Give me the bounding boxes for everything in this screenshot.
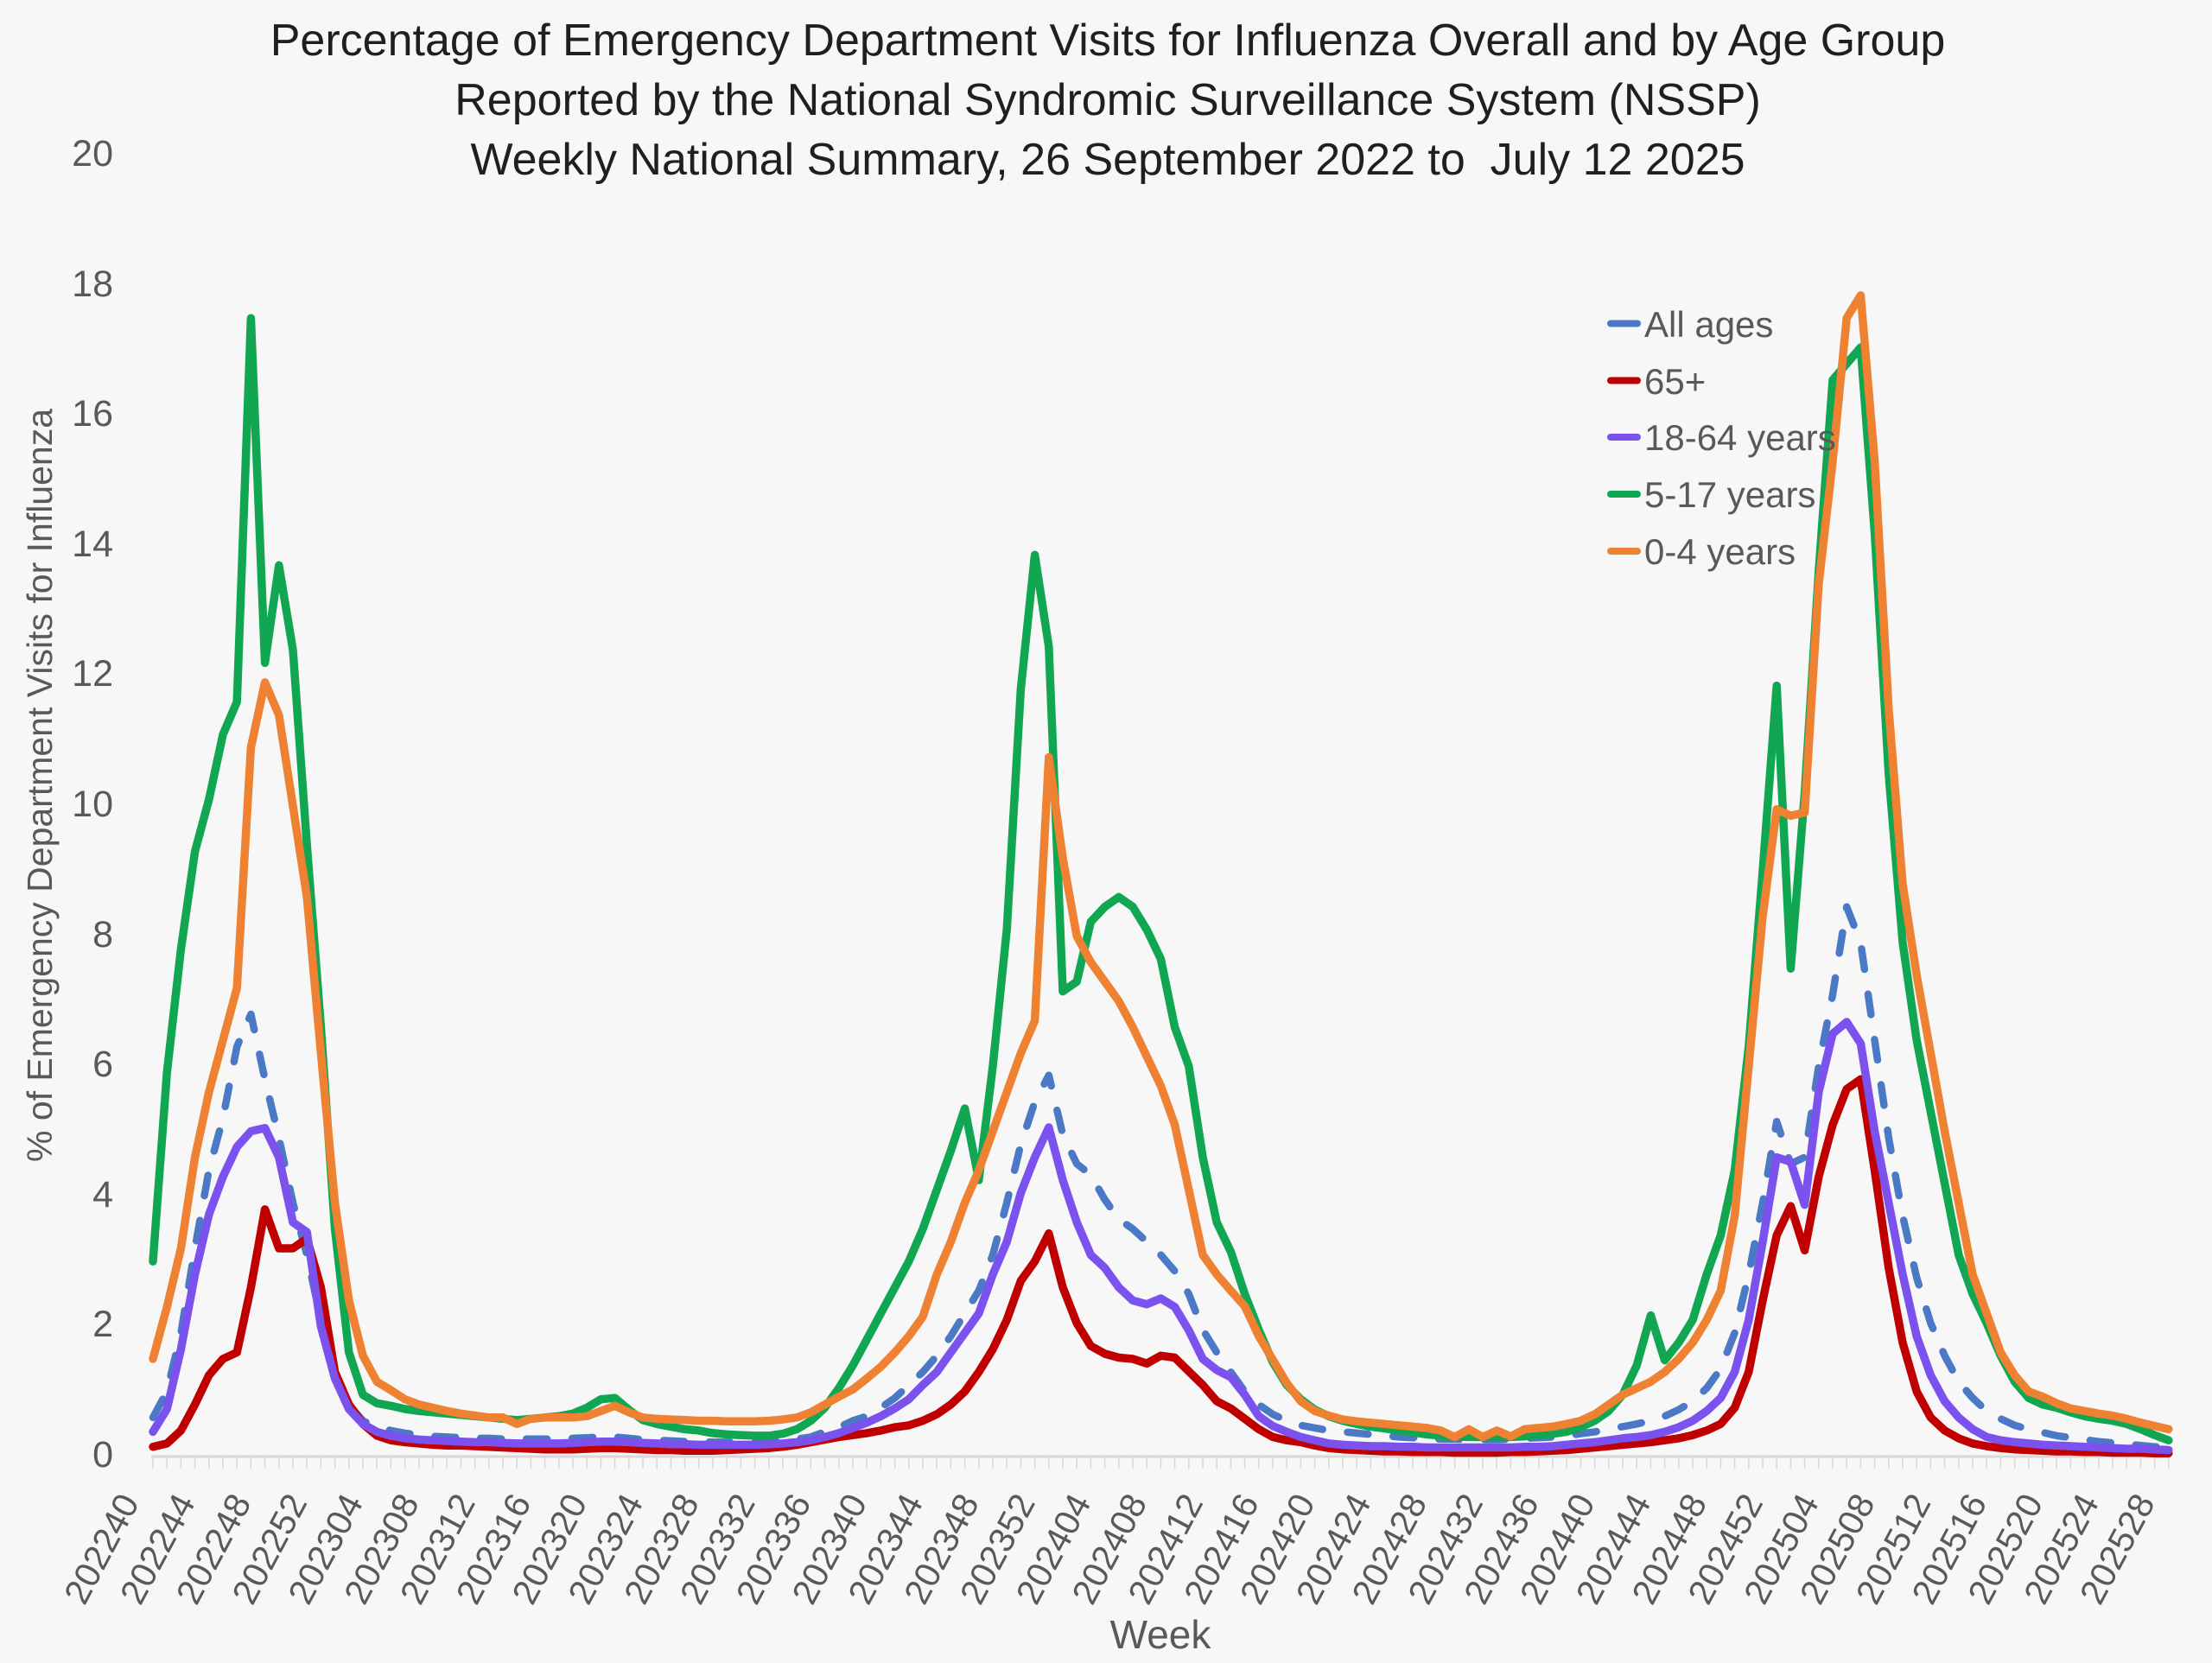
svg-text:5-17 years: 5-17 years — [1644, 474, 1815, 515]
svg-text:Week: Week — [1110, 1612, 1212, 1657]
svg-text:% of Emergency Department Visi: % of Emergency Department Visits for Inf… — [20, 409, 60, 1162]
svg-text:2: 2 — [92, 1304, 113, 1345]
svg-text:All ages: All ages — [1644, 304, 1773, 345]
svg-text:65+: 65+ — [1644, 361, 1706, 402]
svg-text:Reported by the National Syndr: Reported by the National Syndromic Surve… — [454, 75, 1761, 125]
svg-text:16: 16 — [72, 393, 113, 435]
svg-text:Percentage of Emergency Depart: Percentage of Emergency Department Visit… — [270, 16, 1946, 66]
svg-text:6: 6 — [92, 1044, 113, 1085]
svg-text:18-64 years: 18-64 years — [1644, 417, 1836, 458]
svg-text:14: 14 — [72, 524, 113, 565]
svg-text:0: 0 — [92, 1434, 113, 1476]
svg-text:8: 8 — [92, 914, 113, 955]
svg-text:Weekly National Summary, 26 Se: Weekly National Summary, 26 September 20… — [470, 135, 1745, 185]
svg-text:0-4 years: 0-4 years — [1644, 531, 1796, 572]
svg-text:18: 18 — [72, 263, 113, 305]
svg-text:12: 12 — [72, 653, 113, 695]
svg-text:20: 20 — [72, 133, 113, 175]
svg-text:10: 10 — [72, 784, 113, 825]
svg-text:4: 4 — [92, 1174, 113, 1216]
